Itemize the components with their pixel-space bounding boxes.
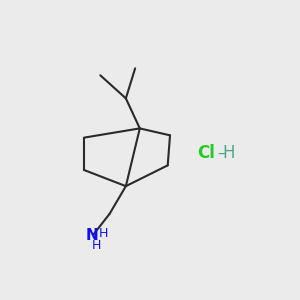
Text: H: H xyxy=(222,144,234,162)
Text: H: H xyxy=(92,238,101,252)
Text: H: H xyxy=(99,227,109,240)
Text: –: – xyxy=(218,146,225,161)
Text: N: N xyxy=(86,228,98,243)
Text: Cl: Cl xyxy=(197,144,215,162)
